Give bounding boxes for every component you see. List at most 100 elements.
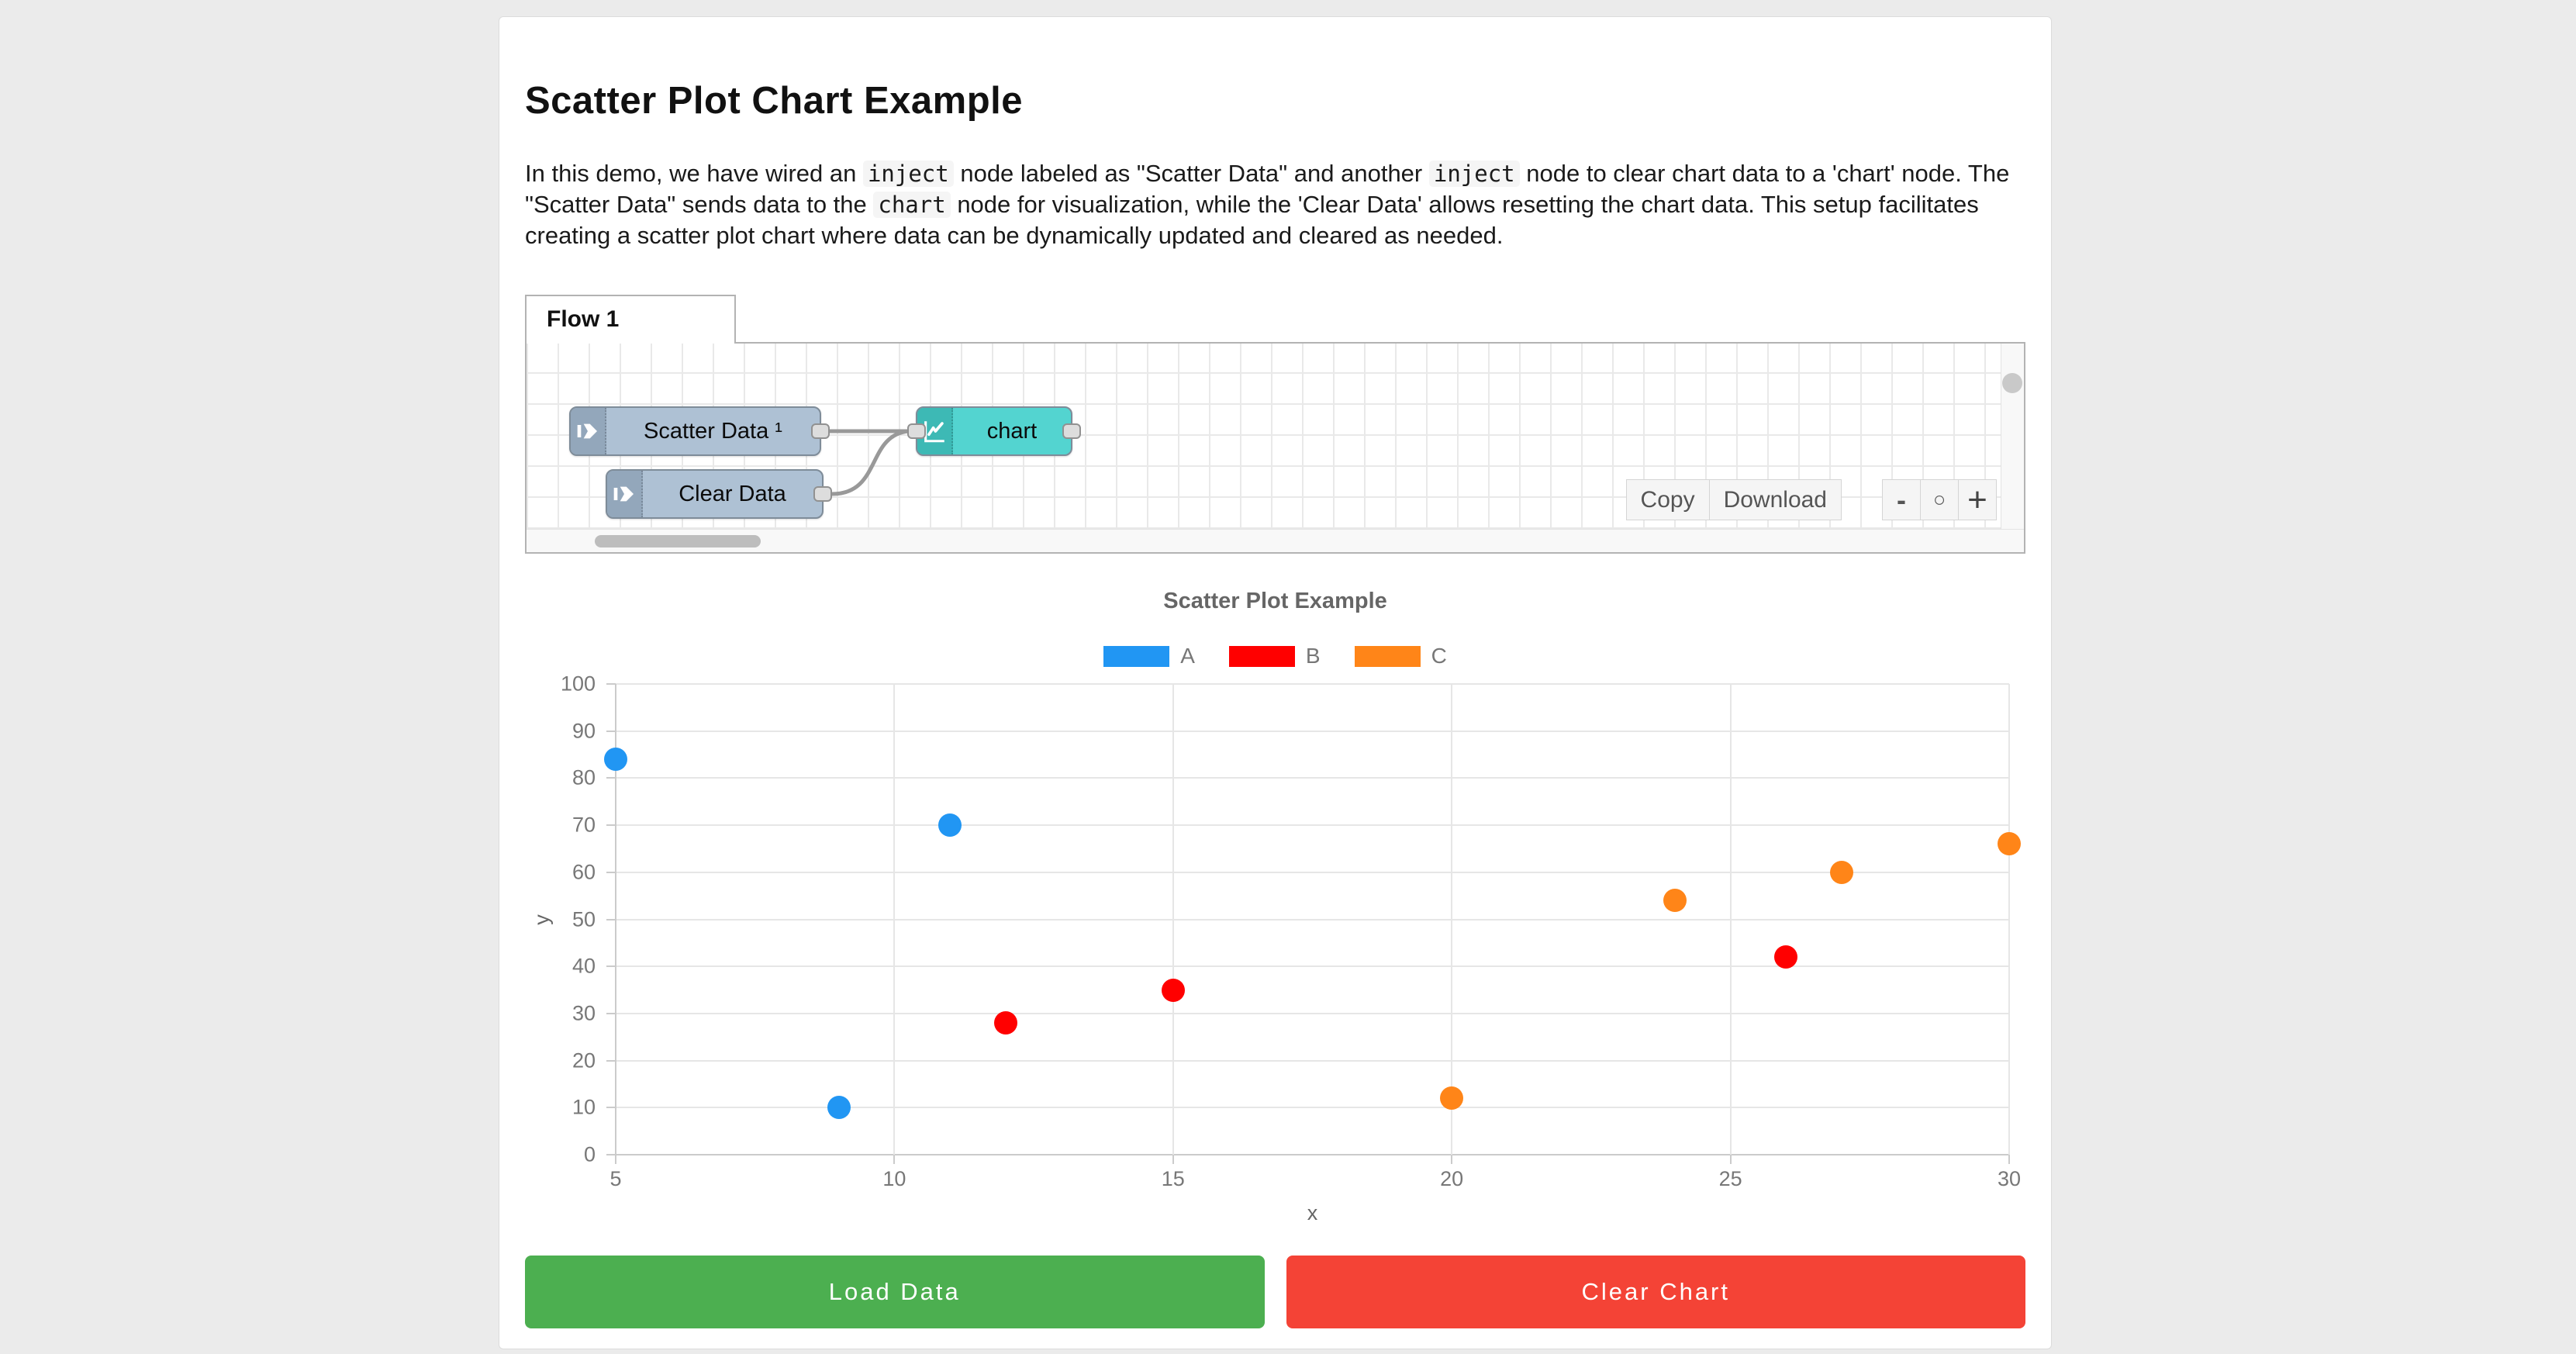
intro-text: node labeled as "Scatter Data" and anoth… [953, 160, 1429, 187]
download-button[interactable]: Download [1708, 479, 1842, 520]
node-chart[interactable]: chart [907, 406, 1081, 456]
legend-item-B[interactable]: B [1228, 644, 1321, 668]
scatter-point-B [994, 1011, 1018, 1035]
y-tick [606, 824, 616, 827]
x-tick-label: 10 [882, 1167, 906, 1190]
x-gridline [1729, 684, 1732, 1155]
y-tick-label: 60 [571, 860, 596, 884]
flow-canvas[interactable]: Scatter Data ¹ Clear Data [525, 342, 2025, 554]
y-tick [606, 683, 616, 685]
x-tick-label: 25 [1718, 1167, 1742, 1190]
wire-clear-to-chart [830, 429, 911, 496]
node-scatter-data[interactable]: Scatter Data ¹ [569, 406, 830, 456]
y-tick-label: 50 [571, 907, 596, 931]
y-tick-label: 100 [560, 672, 596, 696]
node-scatter-data-label: Scatter Data ¹ [644, 418, 782, 444]
intro-paragraph: In this demo, we have wired an inject no… [525, 158, 2025, 251]
copy-button[interactable]: Copy [1625, 479, 1710, 520]
intro-text: node for visualization, while the 'Clear… [525, 191, 1979, 249]
x-tick [1729, 1155, 1732, 1164]
x-gridline [2008, 684, 2010, 1155]
inject-icon [607, 471, 643, 517]
node-chart-label: chart [986, 418, 1038, 444]
y-tick [606, 1154, 616, 1155]
y-tick-label: 0 [583, 1142, 596, 1166]
zoom-out-button[interactable]: - [1882, 479, 1921, 520]
y-tick [606, 918, 616, 921]
y-axis-title: y [530, 914, 554, 925]
y-gridline [616, 1154, 2009, 1155]
node-chart-input-port[interactable] [907, 423, 926, 439]
y-gridline [616, 777, 2009, 779]
legend-label-C: C [1431, 644, 1447, 668]
zoom-in-icon: + [1967, 480, 1987, 519]
content-card: Scatter Plot Chart Example In this demo,… [499, 16, 2052, 1349]
y-tick [606, 871, 616, 873]
node-chart-output-port[interactable] [1062, 423, 1081, 439]
y-tick-label: 30 [571, 1001, 596, 1025]
x-tick-label: 5 [609, 1167, 622, 1190]
y-tick-label: 10 [571, 1095, 596, 1119]
tab-flow-1-label: Flow 1 [547, 306, 620, 332]
y-tick [606, 1012, 616, 1014]
legend-label-A: A [1180, 644, 1195, 668]
inline-code: inject [862, 161, 954, 187]
legend-swatch-A [1103, 645, 1170, 667]
y-tick [606, 1059, 616, 1062]
scatter-point-B [1161, 978, 1185, 1002]
y-gridline [616, 683, 2009, 685]
legend-item-C[interactable]: C [1354, 644, 1447, 668]
legend-item-A[interactable]: A [1103, 644, 1195, 668]
y-tick-label: 20 [571, 1048, 596, 1072]
scatter-point-C [1998, 832, 2021, 856]
x-tick [893, 1155, 896, 1164]
x-tick [2008, 1155, 2010, 1164]
y-tick-label: 90 [571, 719, 596, 743]
x-gridline [893, 684, 896, 1155]
zoom-out-icon: - [1897, 483, 1906, 516]
node-clear-data-output-port[interactable] [813, 486, 832, 502]
clear-chart-button[interactable]: Clear Chart [1286, 1256, 2025, 1328]
scatter-point-A [604, 748, 627, 772]
y-gridline [616, 1059, 2009, 1062]
inline-code: chart [873, 192, 951, 218]
flow-toolbar: Copy Download [1625, 479, 1842, 520]
legend-label-B: B [1305, 644, 1321, 668]
y-tick-label: 40 [571, 954, 596, 978]
scatter-point-C [1440, 1086, 1464, 1110]
y-tick [606, 730, 616, 732]
x-tick [1451, 1155, 1453, 1164]
y-gridline [616, 918, 2009, 921]
horizontal-scrollbar-thumb[interactable] [595, 535, 761, 547]
tab-flow-1[interactable]: Flow 1 [525, 295, 736, 344]
flow-editor: Flow 1 Scatter Data ¹ [525, 295, 2025, 554]
zoom-in-button[interactable]: + [1958, 479, 1997, 520]
vertical-scrollbar-thumb[interactable] [2002, 373, 2022, 393]
zoom-reset-button[interactable]: ○ [1920, 479, 1959, 520]
node-clear-data[interactable]: Clear Data [606, 469, 832, 519]
x-tick-label: 15 [1161, 1167, 1185, 1190]
load-data-button[interactable]: Load Data [525, 1256, 1265, 1328]
zoom-controls: - ○ + [1882, 479, 1997, 520]
x-tick-label: 20 [1440, 1167, 1464, 1190]
y-gridline [616, 965, 2009, 968]
intro-text: In this demo, we have wired an [525, 160, 863, 187]
horizontal-scrollbar[interactable] [527, 529, 2024, 552]
vertical-scrollbar[interactable] [2001, 344, 2024, 529]
y-tick-label: 80 [571, 765, 596, 789]
node-scatter-data-output-port[interactable] [811, 423, 830, 439]
x-gridline [615, 684, 616, 1155]
scatter-point-B [1774, 945, 1798, 969]
x-tick [1172, 1155, 1174, 1164]
inject-icon [571, 408, 606, 454]
scatter-point-C [1663, 889, 1687, 913]
y-gridline [616, 730, 2009, 732]
inline-code: inject [1428, 161, 1520, 187]
y-gridline [616, 1012, 2009, 1014]
x-tick-label: 30 [1997, 1167, 2022, 1190]
y-tick-label: 70 [571, 813, 596, 837]
flow-wires [827, 429, 911, 496]
x-axis-title: x [1307, 1201, 1318, 1224]
x-gridline [1451, 684, 1453, 1155]
plot-area: y x 0 10 20 30 40 50 60 70 80 90 100 5 10 15 20 25 30 [530, 672, 2022, 1225]
